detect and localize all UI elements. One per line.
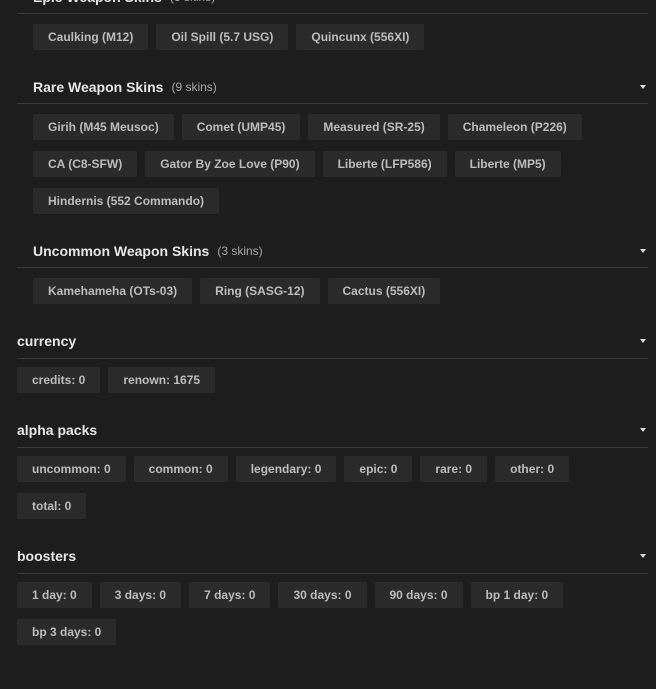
section-title: Rare Weapon Skins: [33, 78, 164, 95]
collapse-arrow[interactable]: [640, 338, 646, 343]
collapse-arrow[interactable]: [640, 248, 646, 253]
item-chip: 30 days: 0: [278, 582, 367, 608]
item-chip: Liberte (LFP586): [322, 151, 447, 177]
item-chip: 7 days: 0: [189, 582, 271, 608]
collapse-arrow[interactable]: [640, 553, 646, 558]
item-chip: total: 0: [17, 493, 87, 519]
item-chip: Hindernis (552 Commando): [33, 188, 220, 214]
item-chip: Oil Spill (5.7 USG): [156, 24, 289, 50]
item-chip: CA (C8-SFW): [33, 151, 138, 177]
item-chip: legendary: 0: [235, 456, 337, 482]
section-title: currency: [17, 332, 77, 349]
item-chip: Quincunx (556XI): [296, 24, 425, 50]
section-title: boosters: [17, 547, 77, 564]
inventory: Epic Weapon Skins (3 skins) Caulking (M12)…: [0, 0, 656, 645]
item-chip: Measured (SR-25): [308, 114, 440, 140]
item-chip: Caulking (M12): [33, 24, 149, 50]
item-chip: bp 3 days: 0: [17, 619, 117, 645]
item-chip: Cactus (556XI): [327, 278, 441, 304]
subsection: Rare Weapon Skins (9 skins) Girih (M45 Meu…: [0, 70, 656, 214]
section-title: alpha packs: [17, 421, 98, 438]
item-list: 1 day: 0 3 days: 0 7 days: 0 30 days: 0 90 d…: [0, 574, 631, 645]
item-chip: Ring (SASG-12): [200, 278, 320, 304]
section: alpha packs uncommon: 0 common: 0 legendary…: [0, 412, 656, 519]
section-title: Uncommon Weapon Skins: [33, 242, 210, 259]
section: currency credits: 0 renown: 1675: [0, 323, 656, 393]
item-list: credits: 0 renown: 1675: [0, 359, 631, 393]
item-chip: bp 1 day: 0: [470, 582, 564, 608]
item-chip: Kamehameha (OTs-03): [33, 278, 193, 304]
item-list: uncommon: 0 common: 0 legendary: 0 epic: 0 r…: [0, 448, 631, 519]
item-chip: rare: 0: [420, 456, 488, 482]
item-chip: Liberte (MP5): [454, 151, 561, 177]
item-list: Girih (M45 Meusoc) Comet (UMP45) Measured …: [0, 104, 631, 214]
item-chip: uncommon: 0: [17, 456, 126, 482]
section-header[interactable]: Rare Weapon Skins (9 skins): [17, 70, 648, 104]
item-chip: 1 day: 0: [17, 582, 92, 608]
item-list: Kamehameha (OTs-03) Ring (SASG-12) Cactus …: [0, 268, 631, 304]
section-header[interactable]: Uncommon Weapon Skins (3 skins): [17, 234, 648, 268]
section-header[interactable]: boosters: [17, 538, 648, 574]
item-chip: 3 days: 0: [99, 582, 182, 608]
item-list: Caulking (M12) Oil Spill (5.7 USG) Quincun…: [0, 14, 631, 50]
subsection: Epic Weapon Skins (3 skins) Caulking (M12)…: [0, 0, 656, 50]
section-header[interactable]: alpha packs: [17, 412, 648, 448]
item-chip: renown: 1675: [108, 367, 216, 393]
item-chip: Gator By Zoe Love (P90): [145, 151, 315, 177]
section-header[interactable]: Epic Weapon Skins (3 skins): [17, 0, 648, 14]
collapse-arrow[interactable]: [640, 84, 646, 89]
item-chip: Chameleon (P226): [447, 114, 582, 140]
section: boosters 1 day: 0 3 days: 0 7 days: 0 30 day…: [0, 538, 656, 645]
item-count: (3 skins): [217, 243, 263, 258]
item-chip: Comet (UMP45): [181, 114, 301, 140]
collapse-arrow[interactable]: [640, 427, 646, 432]
item-chip: other: 0: [495, 456, 570, 482]
item-chip: 90 days: 0: [374, 582, 463, 608]
item-chip: credits: 0: [17, 367, 101, 393]
section-header[interactable]: currency: [17, 323, 648, 359]
page: Epic Weapon Skins (3 skins) Caulking (M12)…: [0, 0, 656, 645]
item-chip: common: 0: [133, 456, 228, 482]
section-title: Epic Weapon Skins: [33, 0, 162, 5]
subsection: Uncommon Weapon Skins (3 skins) Kamehameha…: [0, 234, 656, 304]
item-chip: Girih (M45 Meusoc): [33, 114, 174, 140]
item-count: (3 skins): [170, 0, 215, 4]
item-count: (9 skins): [171, 79, 217, 94]
item-chip: epic: 0: [344, 456, 413, 482]
